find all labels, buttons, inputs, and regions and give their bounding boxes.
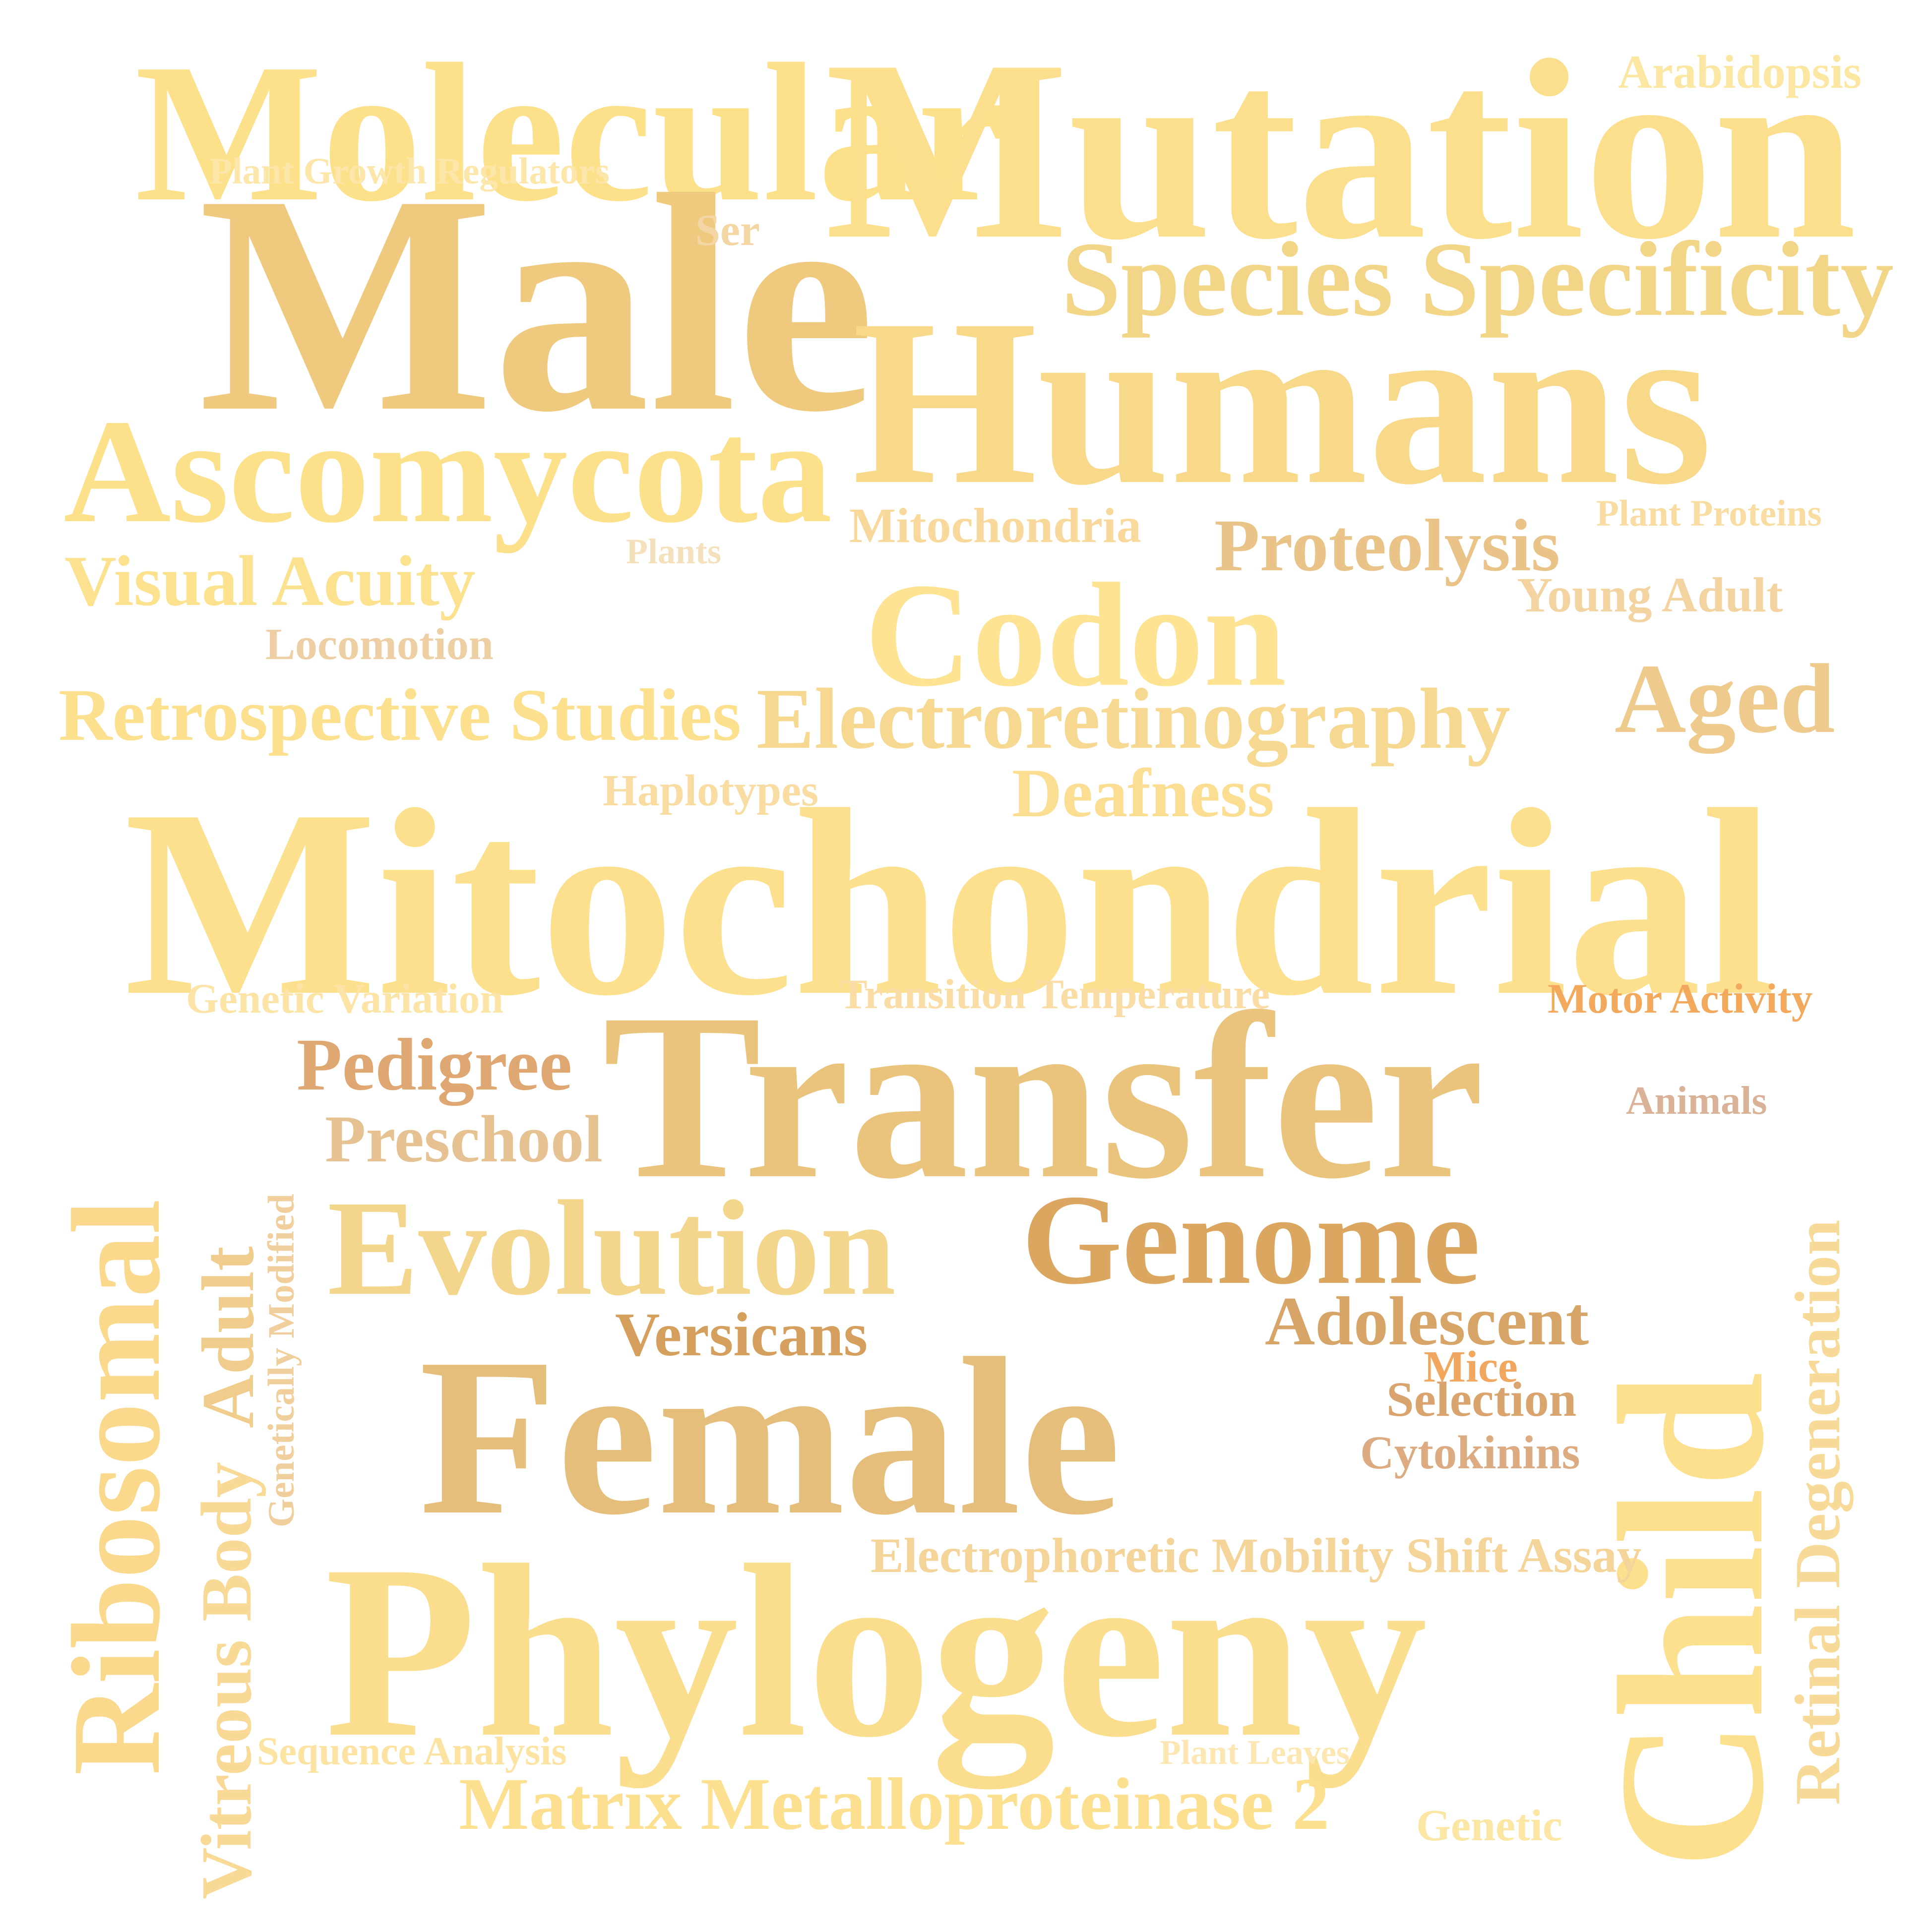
word-phylogeny: Phylogeny [325, 1514, 1428, 1789]
word-child: Child [1576, 1372, 1807, 1870]
word-selection: Selection [1386, 1372, 1577, 1427]
word-adult: Adult [187, 1246, 269, 1428]
word-genetic: Genetic [1416, 1801, 1562, 1850]
word-plant-proteins: Plant Proteins [1596, 493, 1822, 534]
word-plant-leaves: Plant Leaves [1160, 1734, 1350, 1772]
word-genetic-variation: Genetic Variation [186, 975, 503, 1022]
word-mitochondria: Mitochondria [849, 498, 1141, 553]
word-locomotion: Locomotion [265, 620, 494, 669]
word-evolution: Evolution [327, 1173, 896, 1324]
word-female: Female [419, 1312, 1121, 1562]
word-deafness: Deafness [1012, 755, 1274, 832]
word-electrophoretic-mobility-shift-assay: Electrophoretic Mobility Shift Assay [871, 1528, 1642, 1583]
word-mutation: Mutation [825, 7, 1857, 293]
word-sequence-analysis: Sequence Analysis [257, 1730, 567, 1773]
word-visual-acuity: Visual Acuity [64, 542, 476, 621]
word-animals: Animals [1626, 1079, 1767, 1123]
word-proteolysis: Proteolysis [1214, 504, 1560, 587]
word-matrix-metalloproteinase-2: Matrix Metalloproteinase 2 [459, 1763, 1330, 1845]
word-mice: Mice [1424, 1342, 1518, 1391]
word-preschool: Preschool [325, 1102, 603, 1176]
word-vitreous-body: Vitreous Body [187, 1461, 266, 1899]
word-motor-activity: Motor Activity [1548, 975, 1813, 1022]
word-adolescent: Adolescent [1265, 1283, 1589, 1360]
word-haplotypes: Haplotypes [603, 766, 819, 815]
word-mitochondrial: Mitochondrial [124, 754, 1776, 1051]
word-ascomycota: Ascomycota [63, 389, 832, 553]
word-plant-growth-regulators: Plant Growth Regulators [209, 151, 610, 192]
word-ser: Ser [695, 206, 760, 255]
word-young-adult: Young Adult [1517, 567, 1783, 622]
word-aged: Aged [1615, 644, 1835, 754]
word-male: Male [198, 131, 875, 477]
word-genetically-modified: Genetically Modified [261, 1194, 302, 1527]
word-species-specificity: Species Specificity [1061, 220, 1894, 338]
word-arabidopsis: Arabidopsis [1618, 46, 1862, 98]
word-ribosomal: Ribosomal [47, 1199, 187, 1775]
word-retrospective-studies: Retrospective Studies [59, 674, 742, 756]
word-codon: Codon [865, 552, 1287, 717]
word-transfer: Transfer [603, 964, 1485, 1228]
word-plants: Plants [626, 532, 722, 571]
word-humans: Humans [852, 270, 1712, 534]
word-versicans: Versicans [615, 1301, 868, 1369]
word-cytokinins: Cytokinins [1360, 1426, 1580, 1479]
word-molecular: Molecular [135, 23, 1005, 242]
word-retinal-degeneration: Retinal Degeneration [1782, 1219, 1854, 1805]
word-genome: Genome [1022, 1168, 1481, 1311]
word-electroretinography: Electroretinography [756, 670, 1510, 767]
word-pedigree: Pedigree [297, 1024, 572, 1106]
word-transition-temperature: Transition Temperature [839, 971, 1270, 1018]
